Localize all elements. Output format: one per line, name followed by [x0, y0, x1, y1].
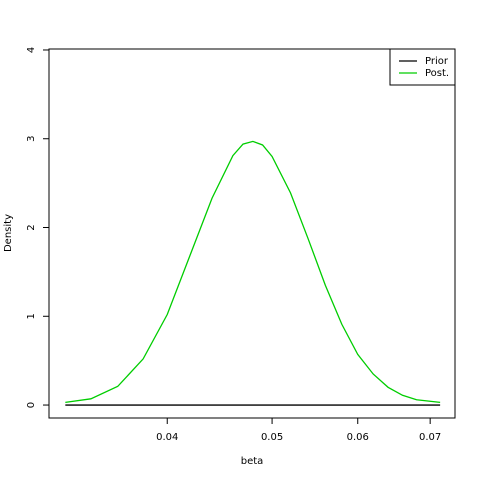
y-tick-label: 3	[26, 136, 37, 142]
y-tick-label: 4	[26, 47, 37, 53]
y-tick-label: 0	[26, 402, 37, 408]
legend-label: Prior	[425, 56, 449, 67]
legend-label: Post.	[425, 68, 449, 79]
y-tick-label: 2	[26, 224, 37, 230]
series-line	[65, 140, 441, 404]
x-tick-label: 0.07	[419, 432, 441, 443]
x-tick-label: 0.04	[156, 432, 178, 443]
legend-box	[389, 48, 456, 86]
y-tick-label: 1	[26, 313, 37, 319]
x-tick-label: 0.06	[347, 432, 369, 443]
x-tick-label: 0.05	[261, 432, 283, 443]
plot-frame	[48, 48, 456, 419]
x-axis-label: beta	[241, 456, 264, 467]
y-axis-label: Density	[3, 214, 14, 252]
